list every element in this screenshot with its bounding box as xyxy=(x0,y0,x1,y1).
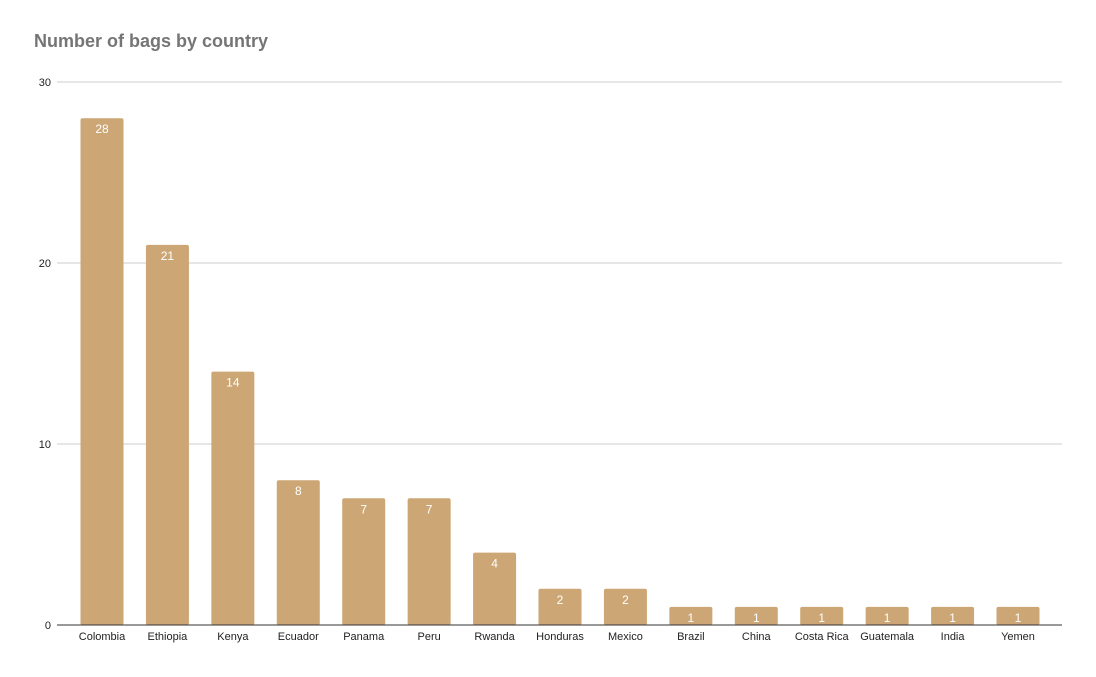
bar xyxy=(538,588,582,625)
data-label: 1 xyxy=(753,611,760,625)
bar xyxy=(407,498,451,625)
bar xyxy=(865,606,909,625)
y-tick-label: 0 xyxy=(45,620,51,632)
x-category-label: Brazil xyxy=(677,631,705,643)
y-tick-label: 20 xyxy=(39,258,51,270)
data-label: 1 xyxy=(1015,611,1022,625)
data-label: 2 xyxy=(557,593,564,607)
x-category-label: Costa Rica xyxy=(795,631,850,643)
x-category-label: Kenya xyxy=(217,631,249,643)
data-label: 7 xyxy=(360,502,367,516)
x-category-label: Rwanda xyxy=(474,631,515,643)
bar xyxy=(603,588,647,625)
data-label: 21 xyxy=(161,249,175,263)
bar xyxy=(931,606,975,625)
x-category-label: Peru xyxy=(418,631,441,643)
x-category-label: Mexico xyxy=(608,631,643,643)
bar xyxy=(145,244,189,625)
bar xyxy=(276,480,320,625)
data-label: 7 xyxy=(426,502,433,516)
x-category-label: Panama xyxy=(343,631,385,643)
data-label: 14 xyxy=(226,376,240,390)
x-category-label: Ethiopia xyxy=(148,631,189,643)
data-label: 8 xyxy=(295,484,302,498)
bar xyxy=(800,606,844,625)
data-label: 4 xyxy=(491,557,498,571)
bar xyxy=(211,371,255,625)
y-tick-label: 10 xyxy=(39,439,51,451)
bar xyxy=(80,118,124,625)
x-category-label: Yemen xyxy=(1001,631,1035,643)
x-category-label: Ecuador xyxy=(278,631,319,643)
data-label: 1 xyxy=(688,611,695,625)
x-category-label: China xyxy=(742,631,772,643)
data-label: 1 xyxy=(884,611,891,625)
chart-title: Number of bags by country xyxy=(34,31,269,51)
bar xyxy=(669,606,713,625)
x-category-label: Guatemala xyxy=(860,631,915,643)
bar xyxy=(734,606,778,625)
gridlines xyxy=(57,81,1062,445)
bar xyxy=(342,498,386,625)
x-axis-categories: Colombia Ethiopia Kenya Ecuador Panama Peru Rw… xyxy=(79,631,1035,643)
data-label: 2 xyxy=(622,593,629,607)
x-category-label: Honduras xyxy=(536,631,584,643)
y-axis-ticks: 0 10 20 30 xyxy=(39,77,51,632)
bar xyxy=(996,606,1040,625)
bar xyxy=(473,552,517,625)
x-category-label: Colombia xyxy=(79,631,126,643)
data-label: 1 xyxy=(818,611,825,625)
y-tick-label: 30 xyxy=(39,77,51,89)
data-label: 28 xyxy=(95,122,109,136)
x-category-label: India xyxy=(941,631,966,643)
data-label: 1 xyxy=(949,611,956,625)
bars xyxy=(80,118,1040,625)
